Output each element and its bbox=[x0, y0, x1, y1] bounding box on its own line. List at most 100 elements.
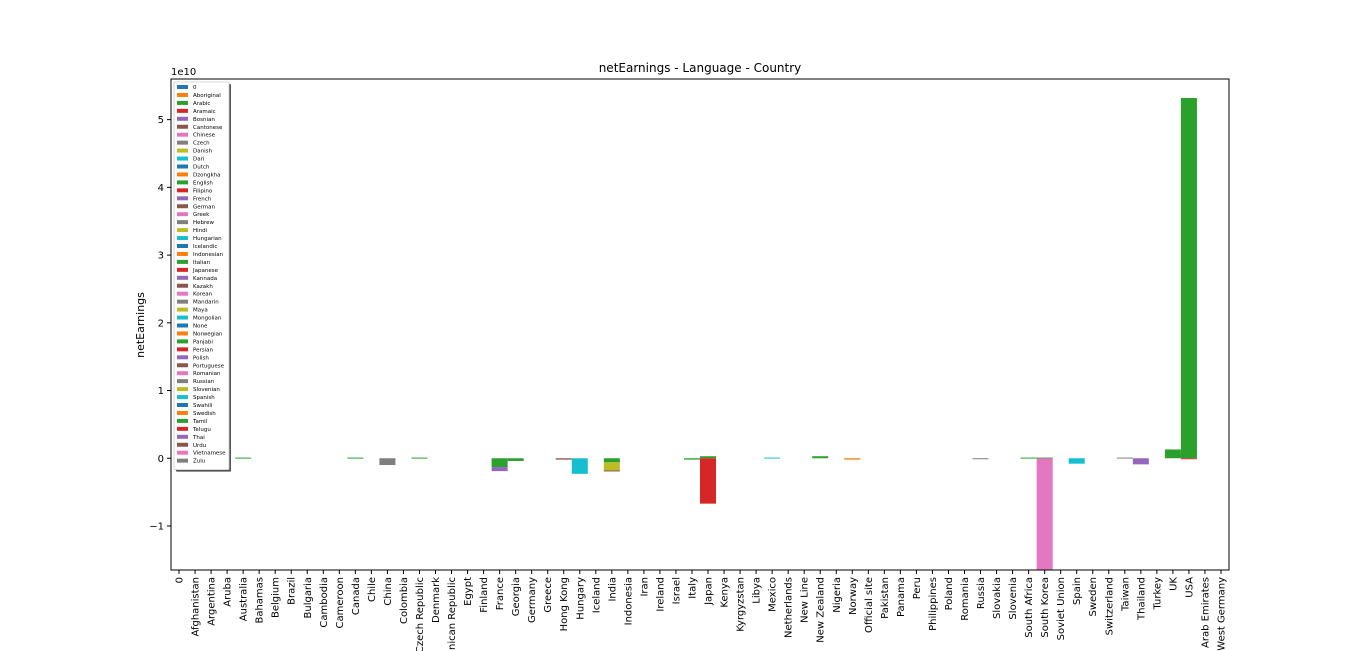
legend-label: Portuguese bbox=[193, 363, 225, 369]
x-tick-label: Denmark bbox=[431, 577, 442, 623]
bar-segment bbox=[1036, 458, 1053, 570]
legend-swatch bbox=[177, 307, 188, 312]
legend-label: Chinese bbox=[193, 133, 216, 139]
legend-label: Telugu bbox=[192, 427, 211, 433]
legend-swatch bbox=[177, 212, 188, 217]
x-tick-label: Nigeria bbox=[832, 577, 843, 613]
legend-label: Japanese bbox=[192, 268, 219, 274]
legend-swatch bbox=[177, 395, 188, 400]
bars bbox=[235, 97, 1197, 570]
y-axis: −1 0 1 2 3 4 5 bbox=[149, 115, 171, 532]
x-tick-label: Taiwan bbox=[1120, 577, 1131, 612]
bar-segment bbox=[603, 470, 620, 472]
x-tick-label: Iran bbox=[639, 577, 650, 597]
x-tick-label: Libya bbox=[752, 577, 763, 604]
legend-label: Czech bbox=[193, 141, 210, 147]
x-tick-label: Hungary bbox=[575, 577, 586, 620]
legend-label: Dzongkha bbox=[193, 172, 221, 178]
y-tick-label: 0 bbox=[158, 454, 164, 465]
legend-label: Slovenian bbox=[193, 387, 220, 393]
x-tick-label: Romania bbox=[960, 577, 971, 621]
legend-label: Tamil bbox=[192, 419, 208, 425]
x-tick-label: France bbox=[495, 577, 506, 610]
x-tick-label: Turkey bbox=[1152, 577, 1163, 611]
legend-label: Danish bbox=[193, 149, 212, 155]
legend-label: Dutch bbox=[193, 165, 210, 171]
x-tick-label: Argentina bbox=[207, 577, 218, 626]
x-tick-label: Ireland bbox=[655, 577, 666, 612]
bar-segment bbox=[603, 458, 620, 463]
x-tick-label: Philippines bbox=[928, 577, 939, 631]
x-tick-label: Arab Emirates bbox=[1200, 577, 1211, 648]
legend-label: Norwegian bbox=[193, 331, 223, 337]
legend-swatch bbox=[177, 442, 188, 447]
legend-label: Greek bbox=[193, 212, 210, 218]
x-tick-label: Kyrgyzstan bbox=[736, 577, 747, 632]
legend-swatch bbox=[177, 92, 188, 97]
x-tick-label: Russia bbox=[976, 577, 987, 609]
legend-swatch bbox=[177, 371, 188, 376]
legend-swatch bbox=[177, 108, 188, 113]
bar-segment bbox=[1020, 457, 1037, 459]
legend-label: Maya bbox=[193, 308, 208, 314]
y-tick-label: 1 bbox=[158, 386, 164, 397]
legend-label: Zulu bbox=[193, 459, 205, 465]
legend-swatch bbox=[177, 180, 188, 185]
legend-swatch bbox=[177, 355, 188, 360]
x-tick-label: New Zealand bbox=[816, 577, 827, 643]
legend-swatch bbox=[177, 363, 188, 368]
x-tick-label: Egypt bbox=[463, 577, 474, 606]
legend-label: Dari bbox=[193, 157, 205, 163]
x-tick-label: Bulgaria bbox=[303, 577, 314, 618]
y-tick-label: 4 bbox=[158, 183, 164, 194]
bar-segment bbox=[1036, 457, 1053, 459]
x-tick-label: Chile bbox=[367, 577, 378, 602]
x-tick-label: Finland bbox=[479, 577, 490, 613]
x-tick-label: Cambodia bbox=[319, 577, 330, 628]
legend-label: Aramaic bbox=[193, 109, 216, 115]
legend-swatch bbox=[177, 299, 188, 304]
legend-label: Bosnian bbox=[193, 117, 215, 123]
legend-label: Panjabi bbox=[193, 339, 213, 345]
bar-segment bbox=[411, 457, 428, 459]
legend-swatch bbox=[177, 347, 188, 352]
legend-swatch bbox=[177, 315, 188, 320]
bar-segment bbox=[1116, 457, 1133, 459]
legend-swatch bbox=[177, 450, 188, 455]
x-tick-label: Soviet Union bbox=[1056, 577, 1067, 640]
legend-swatch bbox=[177, 236, 188, 241]
x-axis: 0 Afghanistan Argentina Aruba Australia Baham… bbox=[175, 570, 1227, 651]
x-tick-label: Mexico bbox=[768, 577, 779, 612]
legend-swatch bbox=[177, 140, 188, 145]
x-tick-label: Brazil bbox=[287, 577, 298, 605]
legend-swatch bbox=[177, 172, 188, 177]
legend-swatch bbox=[177, 251, 188, 256]
legend-label: Vietnamese bbox=[193, 451, 226, 457]
y-tick-label: 2 bbox=[158, 318, 164, 329]
legend-label: Swahili bbox=[193, 403, 213, 409]
x-tick-label: Poland bbox=[944, 577, 955, 610]
x-tick-label: nican Republic bbox=[447, 577, 458, 650]
legend-swatch bbox=[177, 387, 188, 392]
x-tick-label: India bbox=[607, 577, 618, 602]
legend-label: Kannada bbox=[193, 276, 217, 282]
x-tick-label: UK bbox=[1168, 577, 1179, 591]
chart-title: netEarnings - Language - Country bbox=[599, 61, 802, 75]
legend-label: Romanian bbox=[193, 371, 221, 377]
plot-area-frame bbox=[170, 78, 1230, 571]
x-tick-label: Greece bbox=[543, 577, 554, 613]
x-tick-label: Afghanistan bbox=[191, 577, 202, 637]
x-tick-label: Iceland bbox=[591, 577, 602, 613]
legend-swatch bbox=[177, 228, 188, 233]
bar-segment bbox=[571, 458, 588, 474]
bar-segment bbox=[1180, 97, 1197, 459]
legend: 0 Aboriginal Arabic Aramaic Bosnian Cantonese… bbox=[173, 81, 231, 472]
legend-swatch bbox=[177, 275, 188, 280]
legend-label: French bbox=[193, 196, 212, 202]
legend-label: Spanish bbox=[193, 395, 215, 401]
legend-swatch bbox=[177, 156, 188, 161]
x-tick-label: Italy bbox=[687, 577, 698, 599]
x-tick-label: Cameroon bbox=[335, 577, 346, 628]
legend-swatch bbox=[177, 220, 188, 225]
